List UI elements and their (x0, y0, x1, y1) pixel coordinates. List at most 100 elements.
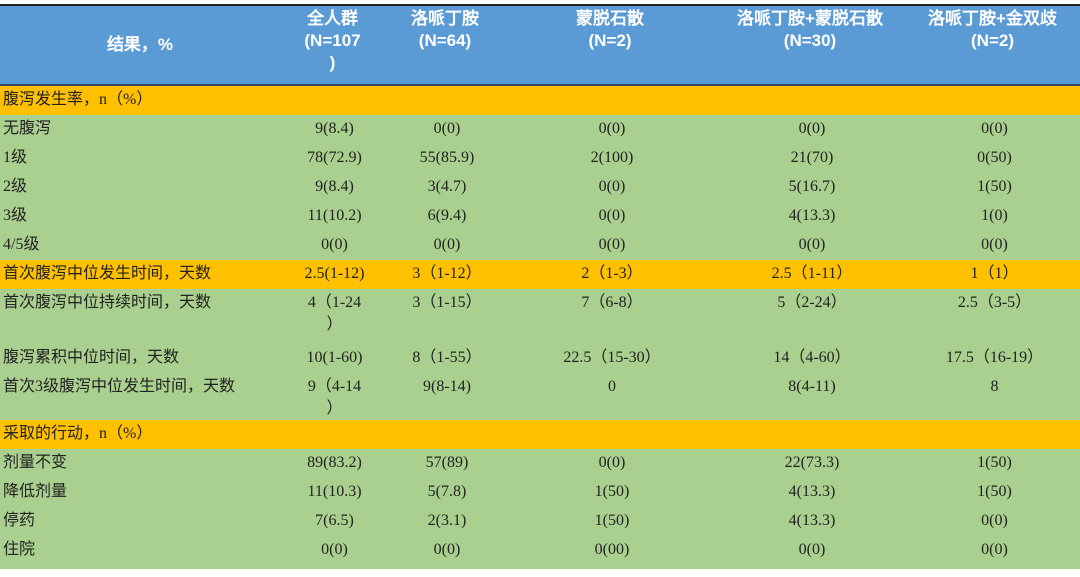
table-cell: 0(0) (505, 115, 715, 144)
table-cell: 4(13.3) (715, 202, 905, 231)
section-row: 首次腹泻中位发生时间，天数 2.5(1-12) 3（1-12） 2（1-3） 2.5（1… (0, 260, 1080, 289)
header-cell: 蒙脱石散 (N=2) (505, 6, 715, 86)
row-label: 首次腹泻中位持续时间，天数 (0, 289, 280, 344)
table-cell: 0(50) (905, 144, 1080, 173)
table-row: 首次3级腹泻中位发生时间，天数 9（4-14 ） 9(8-14) 0 8(4-11) 8 (0, 373, 1080, 420)
table-cell: 11(10.2) (280, 202, 385, 231)
header-cell: 洛哌丁胺+金双歧 (N=2) (905, 6, 1080, 86)
table-cell: 0(0) (715, 231, 905, 260)
table-cell: 4（1-24 ） (280, 289, 385, 344)
table-row: 剂量不变 89(83.2) 57(89) 0(0) 22(73.3) 1(50) (0, 449, 1080, 478)
table-cell: 9(8.4) (280, 173, 385, 202)
table-cell: 2.5（3-5） (905, 289, 1080, 344)
row-label: 2级 (0, 173, 280, 202)
table-cell: 0(0) (905, 507, 1080, 536)
table-cell: 1(0) (905, 202, 1080, 231)
table-cell: 8(4-11) (715, 373, 905, 420)
row-label: 腹泻累积中位时间，天数 (0, 344, 280, 373)
table-row: 首次腹泻中位持续时间，天数 4（1-24 ） 3（1-15） 7（6-8） 5（2-24… (0, 289, 1080, 344)
table-cell: 6(9.4) (385, 202, 505, 231)
table-cell (505, 85, 715, 115)
table-cell: 0(0) (385, 536, 505, 569)
table-cell: 0(0) (715, 115, 905, 144)
section-row: 采取的行动，n（%） (0, 420, 1080, 449)
table-row: 3级 11(10.2) 6(9.4) 0(0) 4(13.3) 1(0) (0, 202, 1080, 231)
table-row: 腹泻累积中位时间，天数 10(1-60) 8（1-55） 22.5（15-30） 14（… (0, 344, 1080, 373)
table-cell: 57(89) (385, 449, 505, 478)
row-label: 降低剂量 (0, 478, 280, 507)
header-cell: 结果，% (0, 6, 280, 86)
table-cell: 0(0) (280, 536, 385, 569)
table-row: 住院 0(0) 0(0) 0(00) 0(0) 0(0) (0, 536, 1080, 569)
table-cell: 3（1-12） (385, 260, 505, 289)
table-row: 4/5级 0(0) 0(0) 0(0) 0(0) 0(0) (0, 231, 1080, 260)
table-cell: 2.5(1-12) (280, 260, 385, 289)
section-row: 腹泻发生率，n（%） (0, 85, 1080, 115)
table-cell (905, 85, 1080, 115)
table-row: 2级 9(8.4) 3(4.7) 0(0) 5(16.7) 1(50) (0, 173, 1080, 202)
header-cell: 全人群 (N=107 ) (280, 6, 385, 86)
table-cell: 1(50) (905, 478, 1080, 507)
row-label: 首次腹泻中位发生时间，天数 (0, 260, 280, 289)
table-row: 1级 78(72.9) 55(85.9) 2(100) 21(70) 0(50) (0, 144, 1080, 173)
row-label: 住院 (0, 536, 280, 569)
table-cell: 8 (905, 373, 1080, 420)
row-label: 无腹泻 (0, 115, 280, 144)
row-label: 首次3级腹泻中位发生时间，天数 (0, 373, 280, 420)
table-cell: 0(00) (505, 536, 715, 569)
table-cell: 0(0) (505, 173, 715, 202)
table-cell: 89(83.2) (280, 449, 385, 478)
table-cell: 0(0) (715, 536, 905, 569)
row-label: 3级 (0, 202, 280, 231)
table-row: 停药 7(6.5) 2(3.1) 1(50) 4(13.3) 0(0) (0, 507, 1080, 536)
table-cell: 9(8.4) (280, 115, 385, 144)
table-cell (505, 420, 715, 449)
table-cell: 17.5（16-19） (905, 344, 1080, 373)
table-cell: 0(0) (905, 231, 1080, 260)
table-cell: 7（6-8） (505, 289, 715, 344)
header-row: 结果，% 全人群 (N=107 ) 洛哌丁胺 (N=64) 蒙脱石散 (N=2)… (0, 6, 1080, 86)
row-label: 4/5级 (0, 231, 280, 260)
table-cell: 1（1） (905, 260, 1080, 289)
table-cell: 14（4-60） (715, 344, 905, 373)
table-cell: 22(73.3) (715, 449, 905, 478)
row-label: 1级 (0, 144, 280, 173)
table-cell: 0(0) (905, 115, 1080, 144)
table-cell: 0 (505, 373, 715, 420)
table-cell: 78(72.9) (280, 144, 385, 173)
results-table: 结果，% 全人群 (N=107 ) 洛哌丁胺 (N=64) 蒙脱石散 (N=2)… (0, 6, 1080, 569)
table-cell: 1(50) (905, 173, 1080, 202)
table-cell: 22.5（15-30） (505, 344, 715, 373)
table-cell (715, 85, 905, 115)
top-rule (0, 4, 1080, 6)
table-cell: 0(0) (505, 449, 715, 478)
row-label: 腹泻发生率，n（%） (0, 85, 280, 115)
table-cell: 8（1-55） (385, 344, 505, 373)
table-cell: 1(50) (905, 449, 1080, 478)
table-cell: 5(7.8) (385, 478, 505, 507)
table-cell: 0(0) (280, 231, 385, 260)
table-cell: 5（2-24） (715, 289, 905, 344)
table-cell: 3（1-15） (385, 289, 505, 344)
table-cell (385, 420, 505, 449)
table-cell: 0(0) (505, 202, 715, 231)
table-cell: 3(4.7) (385, 173, 505, 202)
header-cell: 洛哌丁胺 (N=64) (385, 6, 505, 86)
table-cell: 0(0) (385, 231, 505, 260)
table-cell: 4(13.3) (715, 507, 905, 536)
row-label: 剂量不变 (0, 449, 280, 478)
table-row: 降低剂量 11(10.3) 5(7.8) 1(50) 4(13.3) 1(50) (0, 478, 1080, 507)
table-row: 无腹泻 9(8.4) 0(0) 0(0) 0(0) 0(0) (0, 115, 1080, 144)
table-cell (715, 420, 905, 449)
table-cell: 2(100) (505, 144, 715, 173)
table-cell: 0(0) (505, 231, 715, 260)
header-cell: 洛哌丁胺+蒙脱石散 (N=30) (715, 6, 905, 86)
row-label: 采取的行动，n（%） (0, 420, 280, 449)
table-cell (385, 85, 505, 115)
row-label: 停药 (0, 507, 280, 536)
table-cell: 1(50) (505, 507, 715, 536)
table-cell: 4(13.3) (715, 478, 905, 507)
table-cell: 9(8-14) (385, 373, 505, 420)
table-cell: 21(70) (715, 144, 905, 173)
table-cell: 10(1-60) (280, 344, 385, 373)
